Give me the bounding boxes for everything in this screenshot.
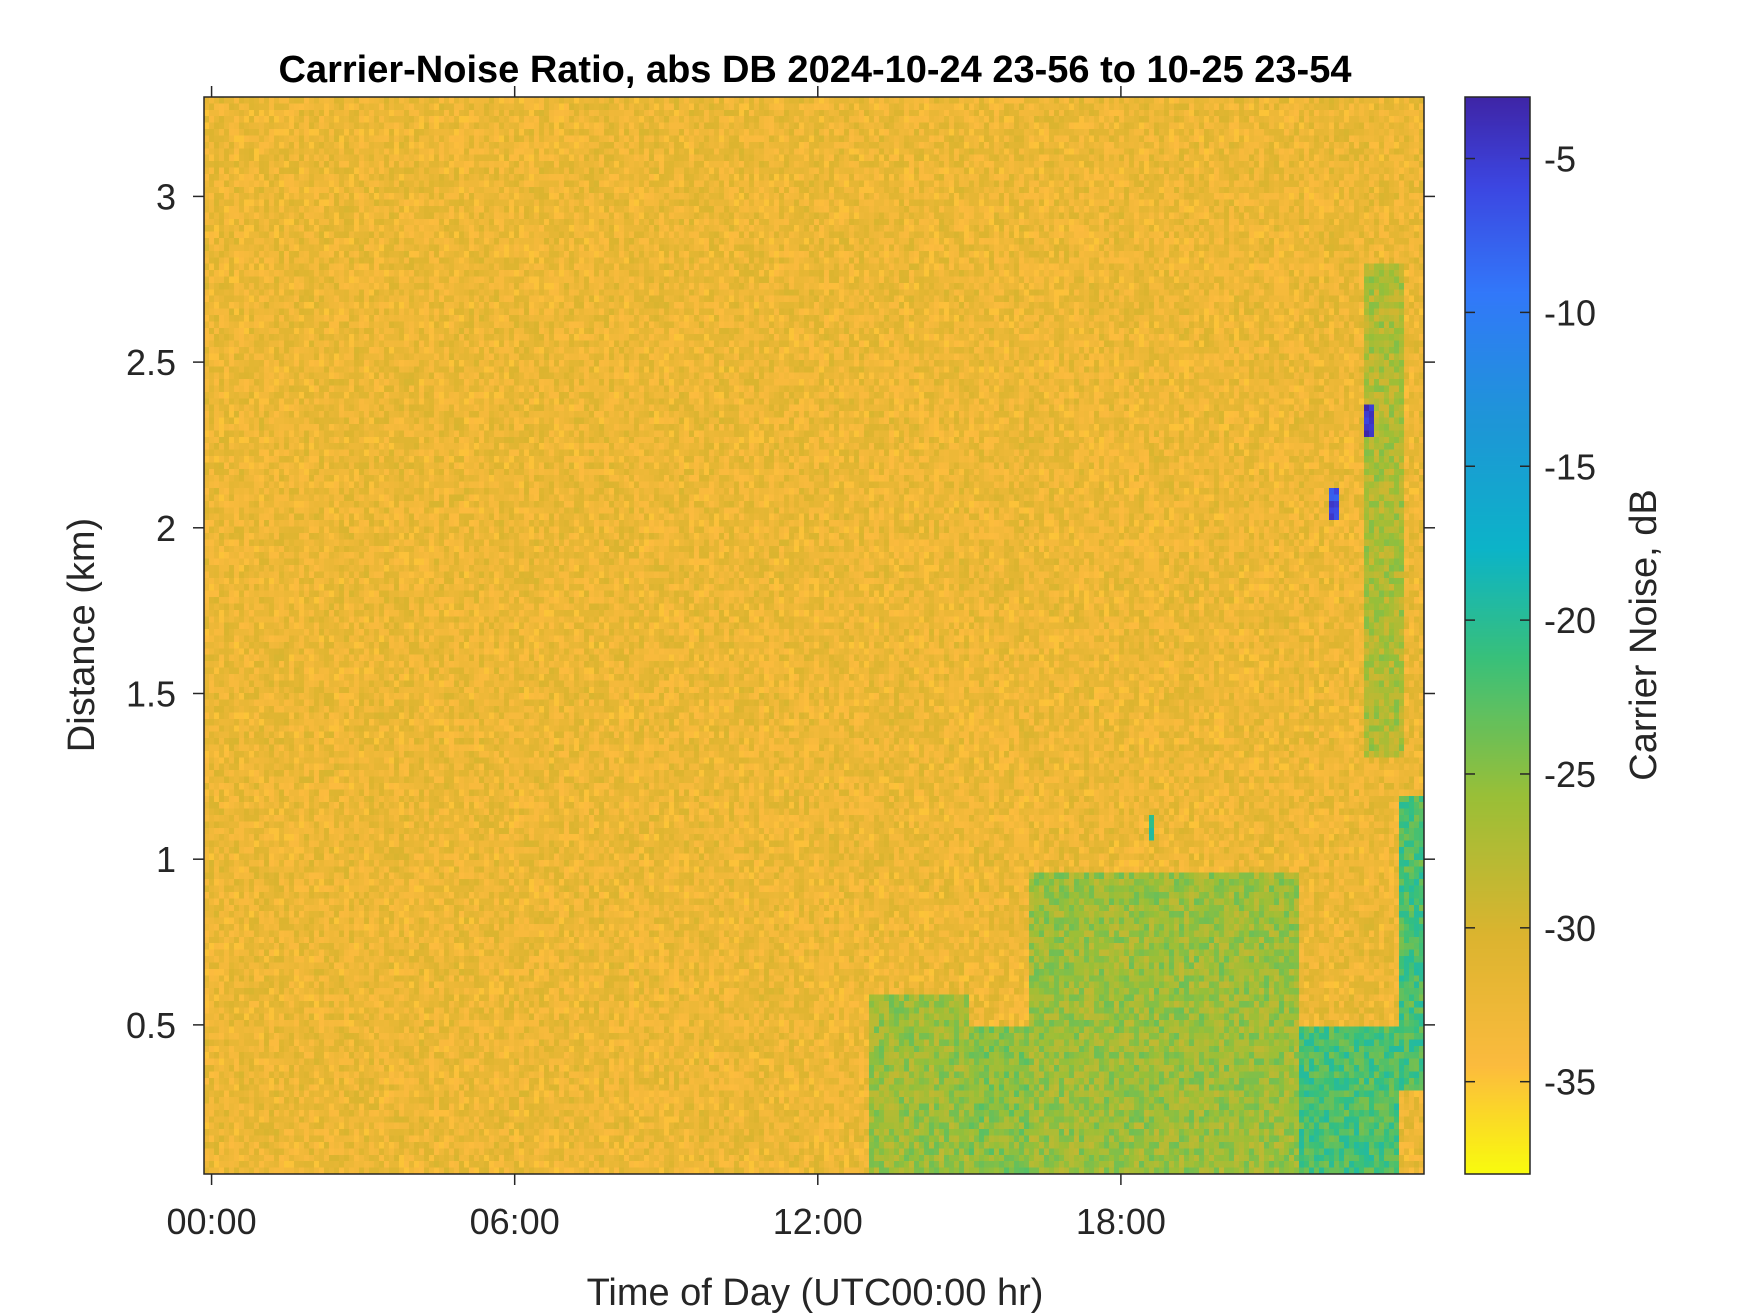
y-axis: 0.5 1 1.5 2 2.5 3 [126,176,1435,1046]
x-tick-label: 12:00 [773,1201,863,1242]
colorbar-tick-label: -30 [1544,908,1596,949]
y-tick-label: 0.5 [126,1005,176,1046]
plot-frame [203,96,1425,1175]
y-tick-label: 1 [156,839,176,880]
x-axis: 00:00 06:00 12:00 18:00 [167,86,1166,1242]
colorbar-tick-label: -10 [1544,292,1596,333]
chart-title: Carrier-Noise Ratio, abs DB 2024-10-24 2… [279,49,1352,91]
y-tick-label: 1.5 [126,673,176,714]
colorbar-gradient [1465,97,1530,1174]
x-tick-label: 00:00 [167,1201,257,1242]
colorbar-tick-label: -20 [1544,600,1596,641]
x-tick-label: 18:00 [1076,1201,1166,1242]
x-axis-label: Time of Day (UTC00:00 hr) [587,1272,1044,1313]
x-tick-label: 06:00 [470,1201,560,1242]
y-tick-label: 2 [156,508,176,549]
y-tick-label: 2.5 [126,342,176,383]
colorbar-frame [1464,96,1531,1175]
heatmap-cells [204,97,1424,1174]
colorbar: -5 -10 -15 -20 -25 -30 -35 [1464,96,1596,1175]
heatmap-plot-area [203,96,1425,1175]
y-tick-label: 3 [156,176,176,217]
colorbar-label: Carrier Noise, dB [1623,489,1665,780]
colorbar-tick-label: -25 [1544,754,1596,795]
colorbar-tick-label: -15 [1544,446,1596,487]
colorbar-ticks: -5 -10 -15 -20 -25 -30 -35 [1465,139,1596,1103]
colorbar-tick-label: -35 [1544,1062,1596,1103]
y-axis-label: Distance (km) [61,518,103,752]
colorbar-tick-label: -5 [1544,139,1576,180]
